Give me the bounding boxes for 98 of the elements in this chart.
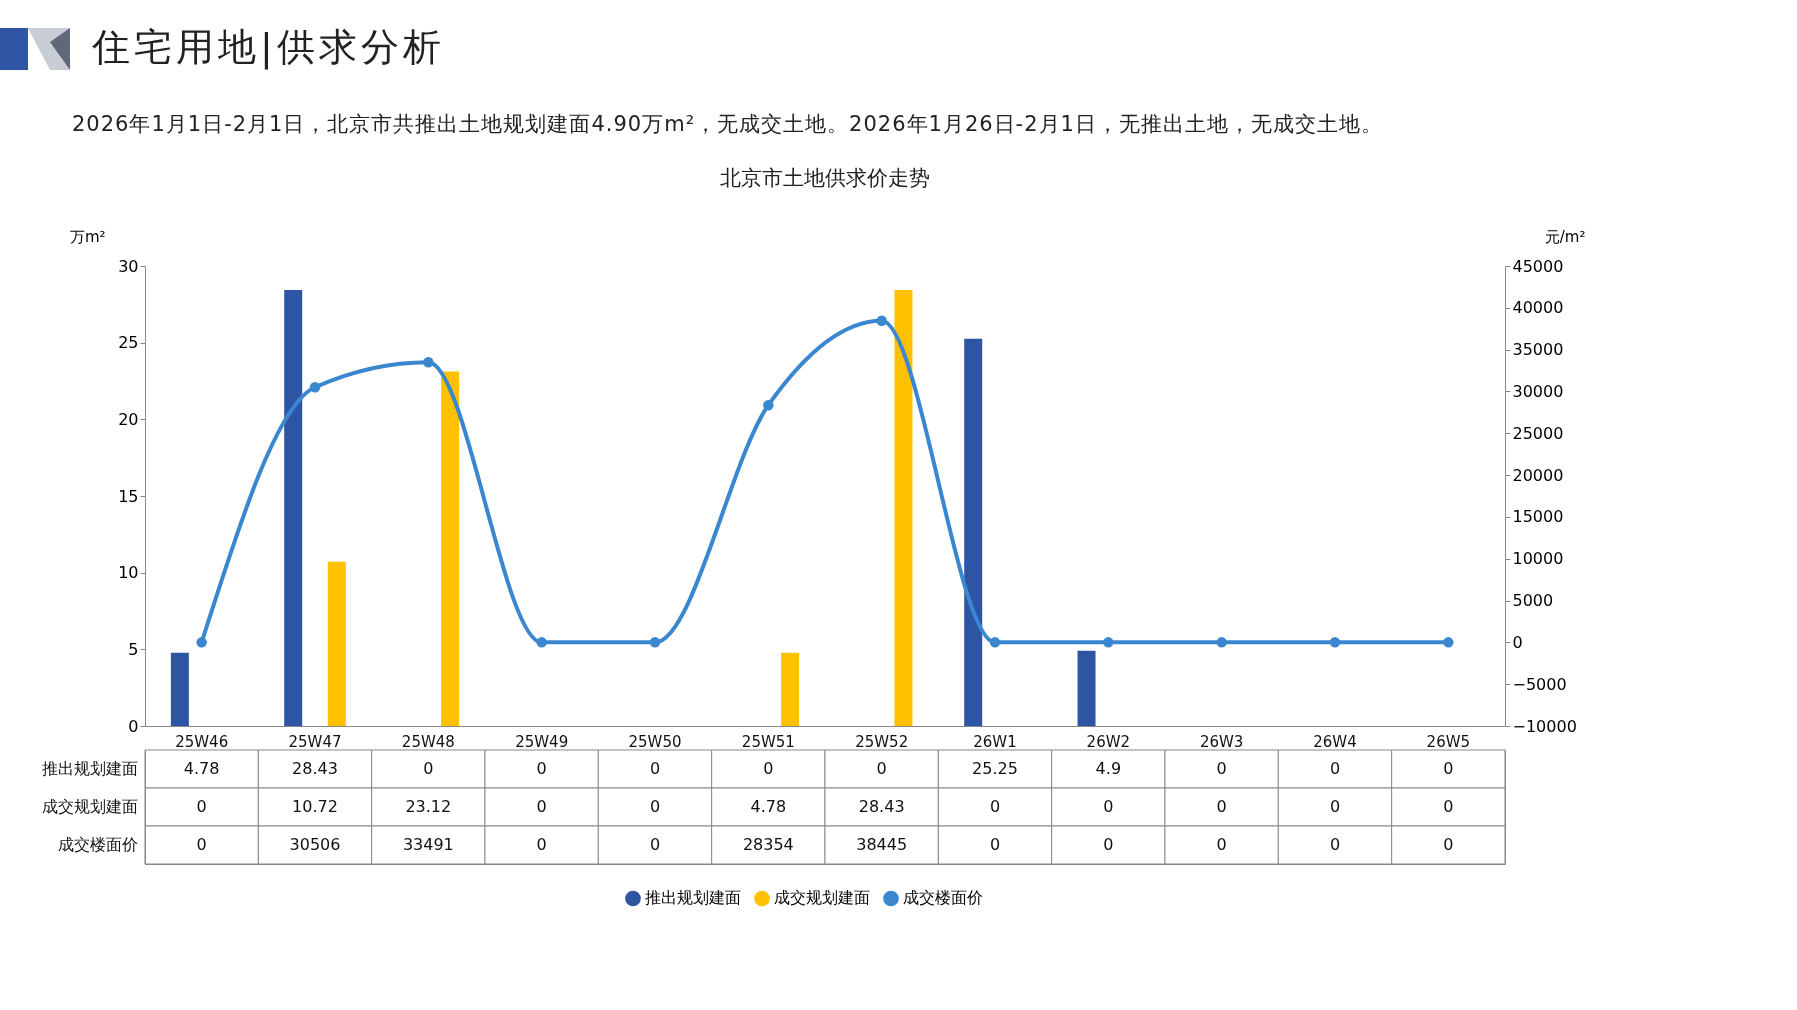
y2-tick-label: 25000 [1512, 423, 1564, 443]
bar [1077, 650, 1096, 726]
data-label: 0 [989, 797, 1001, 816]
point [536, 637, 547, 648]
bar [170, 652, 189, 726]
data-label: 0 [423, 759, 434, 778]
point [649, 637, 661, 648]
data-label: 0 [536, 797, 547, 816]
point [309, 381, 321, 393]
bar [441, 371, 460, 726]
bar [781, 652, 800, 726]
data-label: 0 [196, 835, 207, 854]
data-label: 0 [1329, 797, 1341, 816]
data-label: 0 [536, 759, 547, 778]
data-label: 0 [1216, 835, 1227, 854]
y-tick-label: 5 [128, 639, 139, 659]
y-tick-label: 25 [118, 333, 139, 353]
x-tick-label: 25W48 [401, 732, 455, 751]
data-label: 0 [649, 835, 661, 854]
data-label: 0 [536, 835, 547, 854]
data-label: 38445 [856, 835, 908, 854]
data-label: 10.72 [292, 797, 338, 816]
data-label: 33491 [402, 835, 454, 854]
y-tick-label: 15 [118, 486, 139, 506]
y2-tick-label: 15000 [1512, 507, 1564, 527]
x-tick-label: 25W46 [175, 732, 229, 751]
y2-tick-label: 5000 [1512, 591, 1554, 611]
data-label: 0 [1443, 759, 1454, 778]
chart-subtitle: 2026年1月1日-2月1日，北京市共推出土地规划建面4.90万m²，无成交土地。2026年1月26日-2月1日，无推出土地，无成交土地。 [72, 111, 1384, 138]
bar [284, 290, 303, 726]
data-label: 0 [763, 759, 774, 778]
x-tick-label: 25W47 [288, 732, 342, 751]
text: 成交规划建面 [41, 797, 138, 816]
x-tick-label: 26W3 [1199, 732, 1244, 751]
point [196, 637, 207, 648]
y-tick-label: 30 [118, 256, 139, 276]
point [763, 399, 774, 411]
data-label: 0 [1216, 797, 1227, 816]
x-tick-label: 26W2 [1086, 732, 1131, 751]
data-label: 4.78 [750, 797, 787, 816]
data-label: 0 [1329, 759, 1341, 778]
bar [894, 290, 913, 726]
y2-tick-label: 35000 [1512, 340, 1564, 360]
x-tick-label: 26W4 [1313, 732, 1357, 751]
y2-tick-label: 20000 [1512, 465, 1564, 485]
data-label: 25.25 [972, 759, 1018, 778]
point [1103, 637, 1114, 648]
point [989, 637, 1001, 648]
data-label: 23.12 [405, 797, 452, 816]
data-label: 28.43 [292, 759, 338, 778]
bar [327, 561, 346, 726]
y2-tick-label: 45000 [1512, 256, 1564, 276]
y-tick-label: 10 [118, 563, 139, 583]
data-label: 0 [1216, 759, 1227, 778]
y-tick-label: 20 [118, 409, 139, 429]
data-label: 0 [1443, 797, 1454, 816]
y2-tick-label: 10000 [1512, 549, 1564, 569]
data-label: 0 [649, 759, 661, 778]
data-label: 30506 [289, 835, 341, 854]
point [423, 357, 434, 368]
x-tick-label: 25W49 [515, 732, 569, 751]
data-label: 0 [1103, 797, 1114, 816]
legend-label: 推出规划建面 [645, 888, 741, 908]
point [1216, 637, 1227, 648]
x-tick-label: 25W51 [741, 732, 795, 751]
data-label: 0 [876, 759, 887, 778]
x-tick-label: 26W5 [1426, 732, 1471, 751]
text: 成交楼面价 [57, 835, 138, 854]
y2-tick-label: 30000 [1512, 381, 1564, 401]
y-tick-label: 0 [128, 716, 139, 736]
data-label: 0 [1103, 835, 1114, 854]
y-axis-title: 万m² [69, 227, 106, 246]
y2-tick-label: 0 [1512, 632, 1523, 652]
x-tick-label: 26W1 [973, 732, 1017, 751]
data-label: 28.43 [858, 797, 905, 816]
data-label: 0 [649, 797, 661, 816]
text: 住宅用地|供求分析 [92, 24, 445, 72]
data-label: 4.78 [183, 759, 220, 778]
x-tick-label: 25W50 [628, 732, 682, 751]
data-label: 0 [1443, 835, 1454, 854]
data-label: 0 [196, 797, 207, 816]
point [876, 315, 887, 327]
y2-tick-label: −5000 [1512, 674, 1567, 694]
data-label: 0 [1329, 835, 1341, 854]
data-label: 4.9 [1095, 759, 1122, 778]
y2-tick-label: −10000 [1512, 716, 1577, 736]
point [1443, 637, 1454, 648]
x-tick-label: 25W52 [855, 732, 909, 751]
data-label: 28354 [742, 835, 794, 854]
y2-tick-label: 40000 [1512, 298, 1564, 318]
point [1329, 637, 1341, 648]
legend-label: 成交楼面价 [903, 888, 983, 908]
chart-title: 北京市土地供求价走势 [720, 166, 930, 190]
data-label: 0 [989, 835, 1001, 854]
legend-label: 成交规划建面 [774, 888, 870, 908]
y2-axis-title: 元/m² [1544, 227, 1586, 246]
bar [964, 338, 983, 726]
text: 推出规划建面 [41, 759, 138, 778]
